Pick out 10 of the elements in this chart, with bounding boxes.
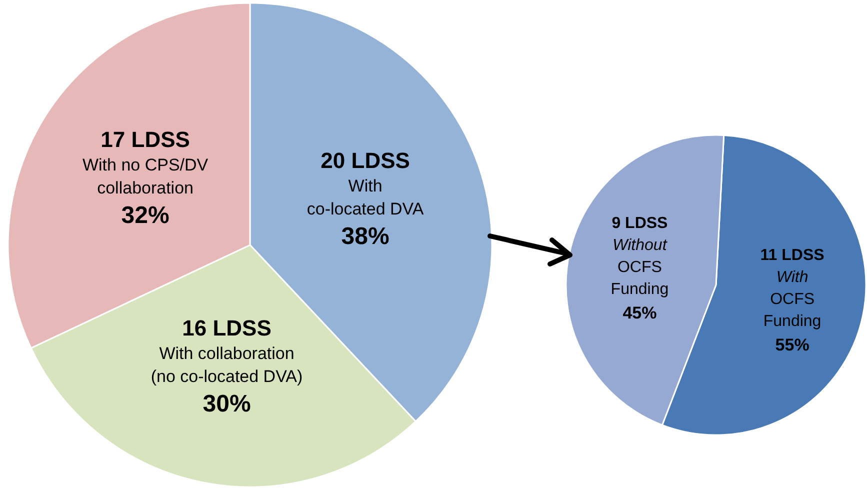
data-label: 55% <box>775 336 810 355</box>
slice-label: 20 LDSS With co-located DVA <box>306 148 424 218</box>
slice-label: 17 LDSS With no CPS/DV collaboration <box>82 127 209 198</box>
slice-label: 11 LDSS With OCFS Funding <box>760 247 825 330</box>
slice-label: 9 LDSS Without OCFS Funding <box>610 214 669 298</box>
data-label: 32% <box>121 202 170 230</box>
slice-label: 16 LDSS With collaboration (no co-located DVA) <box>150 315 303 386</box>
data-label: 38% <box>341 222 390 250</box>
data-label: 45% <box>622 303 657 322</box>
data-label: 30% <box>202 390 251 418</box>
